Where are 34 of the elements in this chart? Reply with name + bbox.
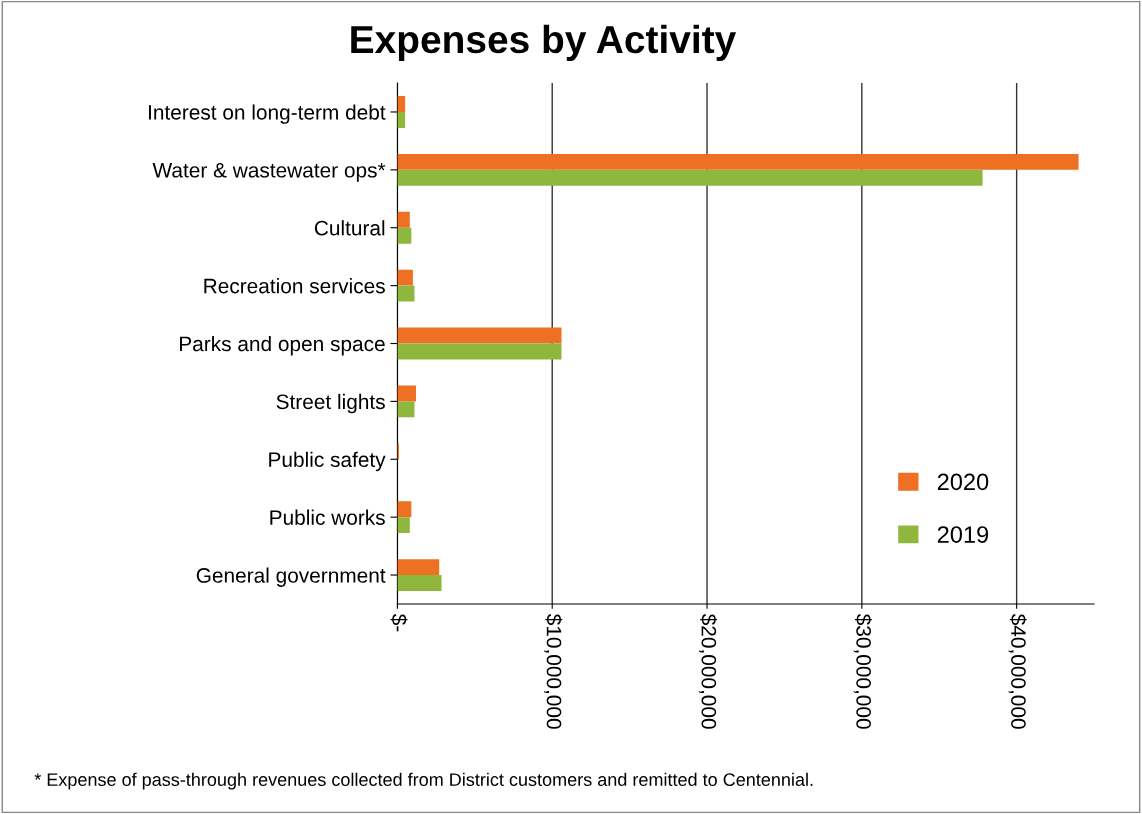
legend-label: 2019 [937, 526, 989, 543]
bar [397, 385, 416, 402]
x-tick-label: $- [390, 613, 408, 632]
text: * Expense of pass-through revenues collected from District customers and remitted to Centennial. [34, 772, 813, 790]
bar [397, 285, 415, 302]
bar [397, 153, 1079, 170]
y-tick-label: Recreation services [204, 278, 385, 294]
bar [397, 169, 983, 186]
bar [397, 343, 562, 360]
bar [397, 111, 406, 128]
y-tick-label: Public safety [269, 451, 386, 472]
y-tick-label: Parks and open space [180, 335, 385, 356]
x-tick-label: $10,000,000 [544, 613, 563, 729]
y-tick-label: Water & wastewater ops* [152, 162, 386, 182]
y-tick-label: Street lights [276, 393, 385, 414]
chart-title: Expenses by Activity [351, 24, 737, 61]
y-tick-label: Public works [270, 509, 385, 525]
legend-label: 2020 [937, 473, 989, 491]
x-tick-label: $40,000,000 [1008, 613, 1027, 729]
y-tick-label: General government [196, 567, 386, 587]
x-tick-label: $20,000,000 [698, 613, 718, 729]
x-tick-label: $30,000,000 [853, 613, 872, 729]
bar [397, 327, 562, 344]
bar [397, 269, 413, 286]
y-tick-label: Interest on long-term debt [149, 104, 386, 124]
bar [397, 96, 406, 112]
bar [397, 401, 415, 418]
bar [397, 559, 440, 576]
bar [397, 211, 410, 228]
bar [397, 501, 412, 518]
y-tick-label: Cultural [314, 220, 385, 236]
bar [397, 517, 410, 534]
bar [397, 227, 412, 244]
bar [397, 575, 442, 591]
